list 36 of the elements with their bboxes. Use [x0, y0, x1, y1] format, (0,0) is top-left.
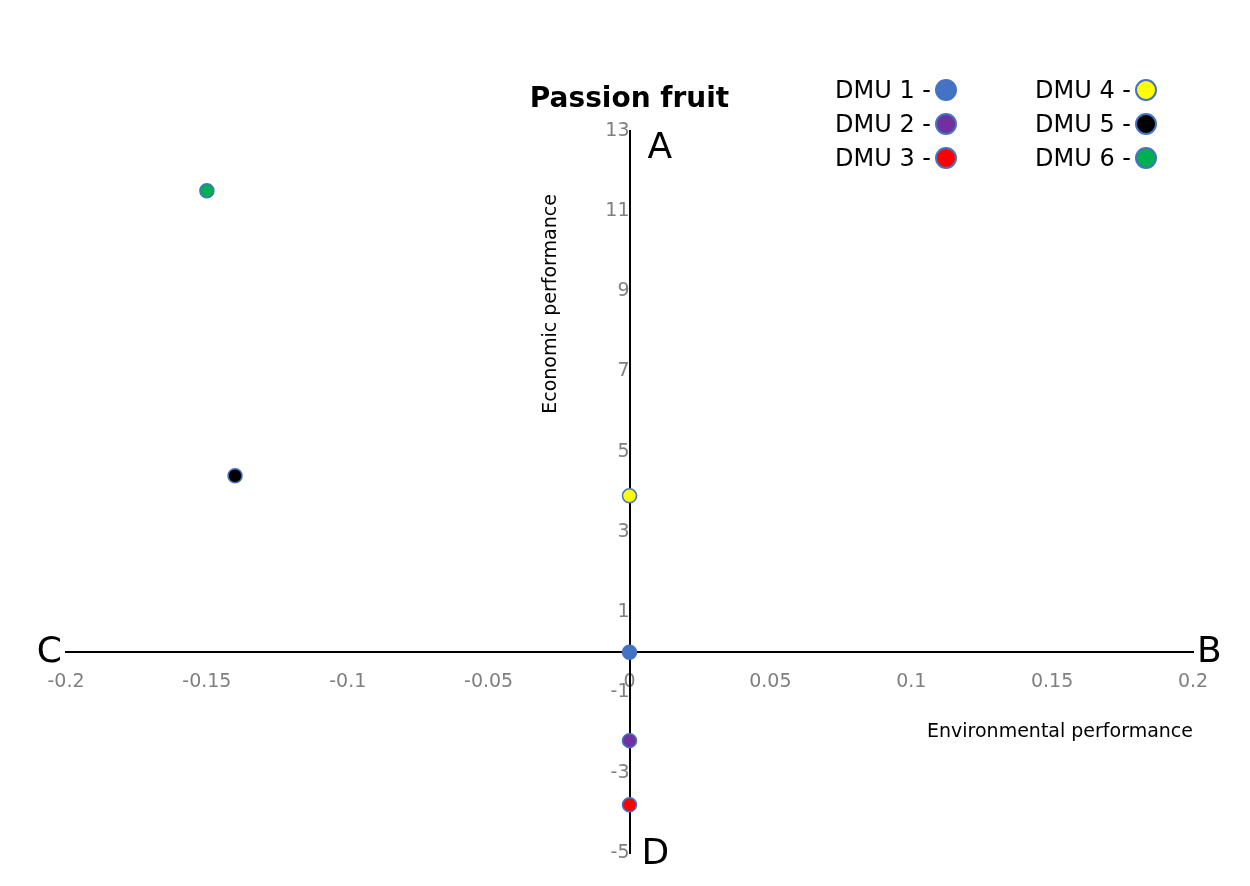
point [227, 468, 243, 484]
y-tick-label: 7 [617, 358, 630, 381]
y-tick-label: -3 [610, 759, 630, 782]
point [621, 488, 638, 504]
y-tick-label: -5 [610, 839, 630, 862]
x-tick-label: 0.1 [896, 668, 927, 691]
legend-label: DMU 4 - [1035, 76, 1131, 104]
y-tick-label: 13 [605, 117, 630, 140]
y-tick-label: 11 [605, 197, 630, 220]
point [621, 797, 638, 813]
point [199, 183, 215, 199]
legend-label: DMU 6 - [1035, 144, 1131, 172]
text: C [36, 628, 62, 670]
legend-label: DMU 2 - [835, 110, 931, 138]
annotation: D [641, 831, 670, 873]
x-axis-title: Environmental performance [927, 719, 1193, 742]
legend-label: DMU 5 - [1035, 110, 1131, 138]
x-tick-label: -0.1 [329, 668, 367, 691]
y-axis-title: Economic performance [538, 194, 561, 414]
legend-label: DMU 1 - [835, 76, 931, 104]
y-tick-label: 5 [617, 438, 630, 461]
point [621, 644, 638, 661]
point [621, 732, 638, 749]
text: B [1197, 628, 1222, 670]
chart-title: Passion fruit [529, 81, 730, 115]
y-tick-label: 1 [617, 599, 630, 622]
annotation: A [647, 124, 673, 166]
x-tick-label: 0.15 [1030, 668, 1074, 691]
x-tick-label: 0.2 [1177, 668, 1209, 691]
x-tick-label: 0.05 [749, 668, 792, 691]
x-tick-label: -0.05 [464, 668, 514, 691]
x-tick-label: -0.2 [47, 668, 85, 691]
x-tick-label: -0.15 [182, 668, 232, 691]
legend-label: DMU 3 - [835, 144, 931, 172]
y-tick-label: 9 [617, 278, 630, 301]
y-tick-label: 3 [617, 518, 630, 541]
